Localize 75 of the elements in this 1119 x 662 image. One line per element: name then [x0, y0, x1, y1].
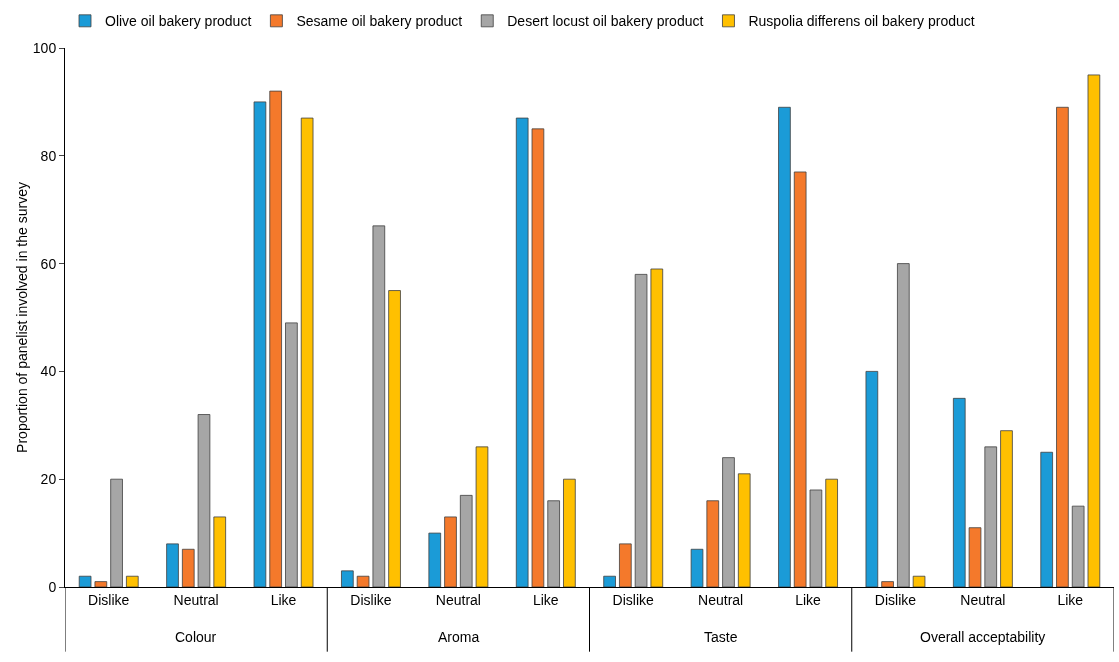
- bar: [881, 581, 894, 587]
- bar: [126, 575, 139, 587]
- bar: [603, 575, 616, 587]
- bar: [547, 500, 560, 587]
- bar: [650, 268, 664, 587]
- bar: [1056, 106, 1069, 587]
- bar: [269, 90, 282, 587]
- bar: [737, 473, 751, 587]
- bar: [372, 225, 386, 587]
- bar: [356, 575, 370, 587]
- x-tick-label: Like: [270, 591, 297, 608]
- bar: [825, 478, 838, 587]
- bar: [897, 263, 910, 587]
- x-tick-label: Dislike: [88, 591, 130, 608]
- text: Aroma: [438, 629, 480, 645]
- bar: [78, 575, 92, 587]
- y-tick-label: 40: [40, 363, 57, 380]
- x-tick-label: Neutral: [173, 591, 219, 608]
- y-tick-label: 60: [40, 255, 57, 272]
- bar: [865, 371, 879, 587]
- bar: [428, 532, 442, 587]
- bar: [1087, 74, 1101, 587]
- legend-label: Ruspolia differens oil bakery product: [748, 13, 975, 30]
- bar: [531, 128, 545, 587]
- x-tick-label: Neutral: [698, 591, 744, 608]
- bar: [213, 516, 227, 587]
- y-tick-label: 20: [40, 471, 57, 488]
- x-tick-label: Dislike: [350, 591, 392, 608]
- bar: [459, 494, 473, 587]
- bar: [912, 575, 926, 587]
- text: Overall acceptability: [920, 629, 1046, 645]
- bar: [285, 322, 298, 587]
- x-tick-label: Like: [1057, 591, 1084, 608]
- bar: [619, 543, 632, 587]
- bar: [110, 478, 123, 587]
- bar: [1071, 505, 1085, 587]
- bar: [793, 171, 807, 587]
- text: Colour: [175, 629, 217, 645]
- legend-label: Olive oil bakery product: [105, 13, 252, 30]
- x-tick-label: Neutral: [960, 591, 1006, 608]
- bar: [94, 581, 108, 587]
- bar: [1000, 430, 1013, 587]
- x-tick-label: Like: [795, 591, 822, 608]
- x-tick-label: Like: [532, 591, 559, 608]
- bar: [690, 548, 704, 587]
- x-tick-label: Dislike: [874, 591, 917, 608]
- bar: [809, 489, 823, 587]
- bar: [475, 446, 489, 587]
- x-tick-label: Neutral: [435, 591, 481, 608]
- y-axis-title: Proportion of panelist involved in the survey: [14, 182, 30, 453]
- bar: [181, 548, 195, 587]
- bar: [984, 446, 998, 587]
- bar: [388, 290, 401, 587]
- bar: [197, 414, 211, 587]
- bar: [1040, 451, 1053, 587]
- x-tick-label: Dislike: [612, 591, 655, 608]
- text: Taste: [704, 629, 738, 645]
- legend-label: Sesame oil bakery product: [296, 13, 463, 30]
- y-tick-label: 0: [48, 578, 57, 595]
- bar: [563, 478, 576, 587]
- bar: [722, 457, 735, 587]
- bar: [444, 516, 457, 587]
- bar: [706, 500, 720, 587]
- bar: [778, 106, 791, 587]
- bar: [515, 117, 529, 587]
- bar: [341, 570, 354, 587]
- bar: [300, 117, 314, 587]
- y-tick-label: 100: [32, 39, 57, 56]
- bar: [634, 273, 648, 587]
- bar: [952, 397, 966, 587]
- legend-label: Desert locust oil bakery product: [507, 13, 704, 30]
- bar: [166, 543, 179, 587]
- y-tick-label: 80: [40, 147, 57, 164]
- bar: [253, 101, 267, 587]
- bar: [968, 527, 982, 587]
